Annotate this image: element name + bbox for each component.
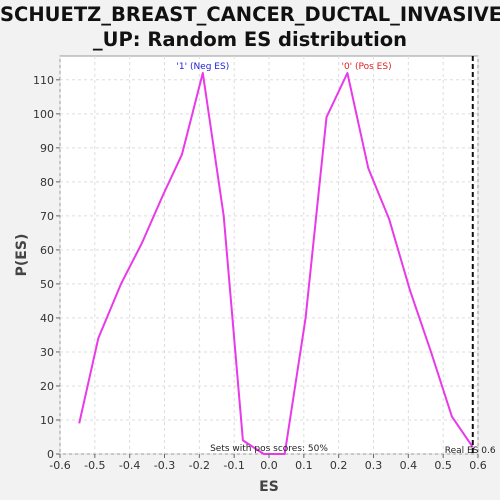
- chart-title: SCHUETZ_BREAST_CANCER_DUCTAL_INVASIVE _U…: [0, 2, 500, 52]
- x-tick-label: 0.0: [260, 459, 278, 472]
- annotations-group: '1' (Neg ES) '0' (Pos ES) Sets with pos sc…: [176, 56, 496, 456]
- y-tick-label: 0: [47, 448, 54, 461]
- neg-es-label: '1' (Neg ES): [176, 62, 229, 72]
- x-tick-label: 0.2: [330, 459, 348, 472]
- grid-lines: [59, 56, 479, 455]
- x-tick-label: 0.5: [434, 459, 452, 472]
- series-group: [78, 72, 474, 455]
- x-tick-label: -0.5: [84, 459, 105, 472]
- y-tick-label: 80: [40, 176, 54, 189]
- y-tick-label: 90: [40, 142, 54, 155]
- chart-title-line-1: SCHUETZ_BREAST_CANCER_DUCTAL_INVASIVE: [0, 3, 500, 26]
- x-tick-label: -0.3: [154, 459, 175, 472]
- real-es-label: Real ES 0.6: [445, 446, 496, 456]
- y-tick-label: 60: [40, 244, 54, 257]
- x-tick-label: 0.6: [469, 459, 487, 472]
- x-tick-label: -0.6: [49, 459, 70, 472]
- x-tick-label: -0.2: [189, 459, 210, 472]
- pos-scores-note: Sets with pos scores: 50%: [210, 444, 328, 454]
- y-tick-label: 20: [40, 380, 54, 393]
- x-tick-label: -0.4: [119, 459, 140, 472]
- x-tick-label: -0.1: [223, 459, 244, 472]
- y-tick-label: 40: [40, 312, 54, 325]
- es-distribution-line: [78, 72, 474, 455]
- y-tick-label: 50: [40, 278, 54, 291]
- chart-title-line-2: _UP: Random ES distribution: [92, 28, 408, 51]
- y-tick-label: 100: [33, 108, 54, 121]
- x-tick-label: 0.3: [365, 459, 383, 472]
- x-tick-label: 0.4: [400, 459, 418, 472]
- x-tick-label: 0.1: [295, 459, 313, 472]
- y-tick-label: 30: [40, 346, 54, 359]
- y-tick-label: 10: [40, 414, 54, 427]
- axes-group: -0.6 -0.5 -0.4 -0.3 -0.2 -0.1 0.0 0.1 0.2 0.3 0.4 0…: [33, 74, 487, 472]
- x-axis-title: ES: [259, 479, 279, 495]
- pos-es-label: '0' (Pos ES): [341, 62, 391, 72]
- y-tick-label: 70: [40, 210, 54, 223]
- y-tick-label: 110: [33, 74, 54, 87]
- y-axis-title: P(ES): [14, 234, 30, 277]
